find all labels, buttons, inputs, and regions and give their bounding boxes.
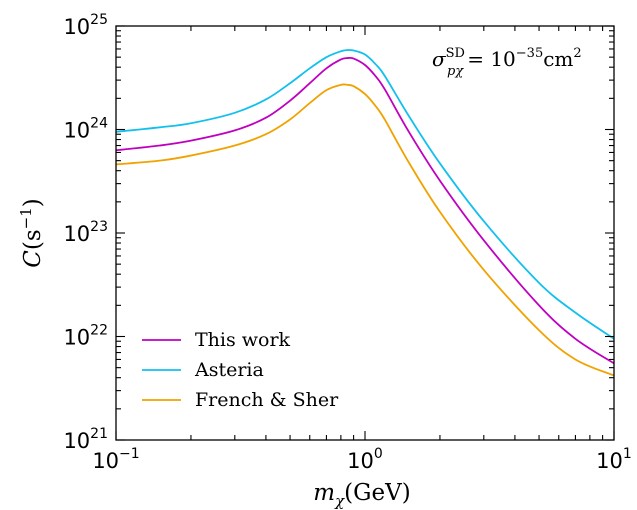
- legend-label-1: Asteria: [194, 359, 264, 381]
- y-axis-label: C(s−1): [17, 198, 46, 268]
- y-tick-label-1: 1022: [63, 323, 108, 350]
- legend: This work Asteria French & Sher: [142, 329, 339, 411]
- y-tick-label-0: 1021: [63, 426, 108, 453]
- series-line-1: [116, 49, 614, 340]
- y-tick-label-4: 1025: [63, 12, 108, 39]
- y-tick-label-2: 1023: [63, 219, 108, 246]
- x-tick-label-0: 10−1: [92, 446, 139, 473]
- legend-label-0: This work: [195, 329, 291, 351]
- legend-label-2: French & Sher: [195, 389, 339, 411]
- series-layer: [116, 49, 614, 377]
- x-axis-label: mχ(GeV): [313, 480, 410, 510]
- ticks-layer: 10−1 100 101 1021 1022 1023 1024 1025: [63, 12, 631, 473]
- x-tick-label-1: 100: [347, 446, 383, 473]
- plot-frame: [115, 25, 615, 441]
- annotation: σSD pχ= 10−35cm2: [432, 46, 582, 79]
- series-line-2: [116, 83, 614, 377]
- x-tick-label-2: 101: [596, 446, 632, 473]
- series-line-0: [116, 56, 614, 365]
- y-tick-label-3: 1024: [63, 116, 108, 143]
